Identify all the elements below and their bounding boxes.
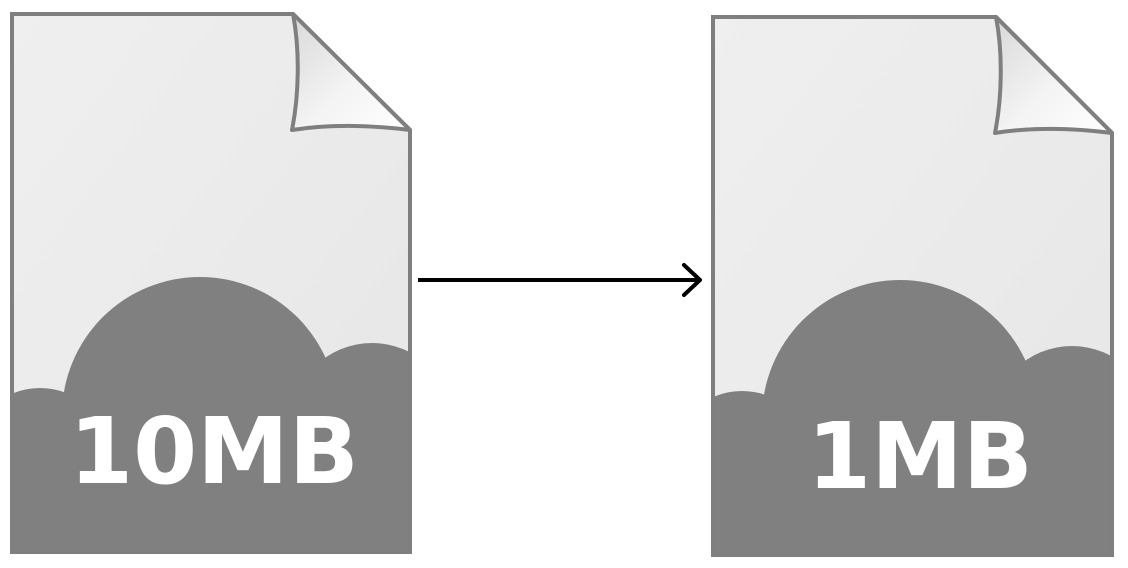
file-page-outline bbox=[711, 15, 1114, 557]
source-file-icon: 10MB bbox=[10, 12, 412, 554]
target-size-label: 1MB bbox=[807, 403, 1033, 510]
file-page-outline bbox=[10, 12, 412, 554]
cloud-shape bbox=[713, 280, 1112, 555]
folded-corner bbox=[993, 15, 1114, 135]
arrow-right-icon bbox=[418, 263, 702, 297]
folded-corner bbox=[290, 12, 412, 132]
source-size-label: 10MB bbox=[69, 398, 359, 505]
target-file-icon: 1MB bbox=[711, 15, 1114, 557]
cloud-shape bbox=[12, 277, 410, 552]
